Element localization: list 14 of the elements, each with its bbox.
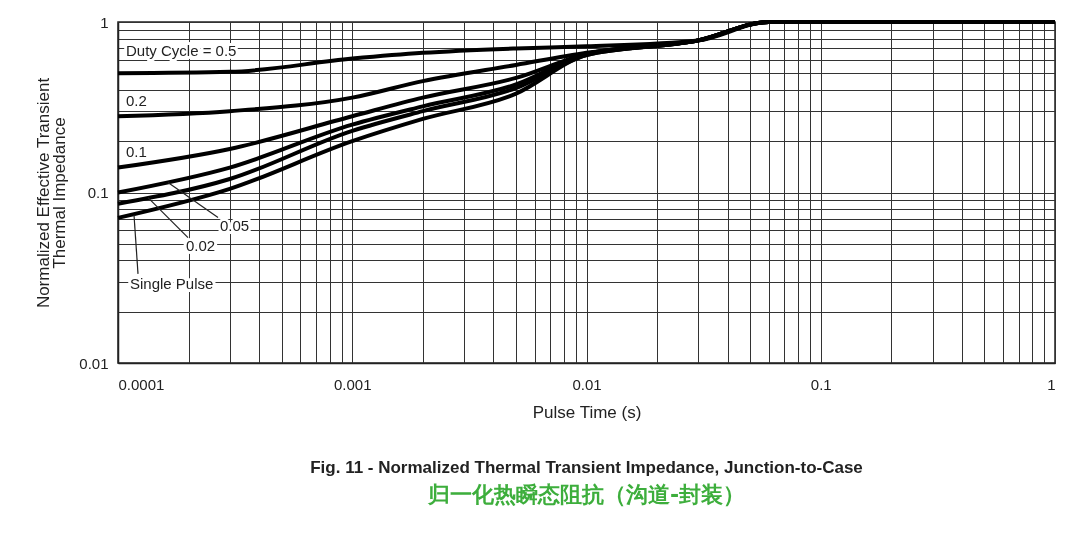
x-tick-label: 0.1 [810, 375, 832, 393]
text: 归一化热瞬态阻抗（沟道-封装） [426, 482, 746, 507]
x-axis-title: Pulse Time (s) [532, 402, 642, 422]
x-tick-label: 1 [1047, 375, 1056, 393]
text: Fig. 11 - Normalized Thermal Transient Impedance, Junction-to-Case [310, 458, 863, 477]
y-tick-label: 0.1 [87, 184, 109, 201]
y-tick-label: 1 [100, 13, 109, 31]
x-tick-label: 0.0001 [118, 375, 165, 393]
y-tick-label: 0.01 [79, 354, 109, 372]
series-label: 0.2 [126, 92, 147, 110]
y-axis-title: Normalized Effective Transient Thermal Impedance [34, 77, 70, 309]
x-tick-label: 0.001 [333, 375, 372, 393]
series-label: 0.1 [126, 142, 147, 160]
x-tick-label: 0.01 [572, 375, 602, 393]
